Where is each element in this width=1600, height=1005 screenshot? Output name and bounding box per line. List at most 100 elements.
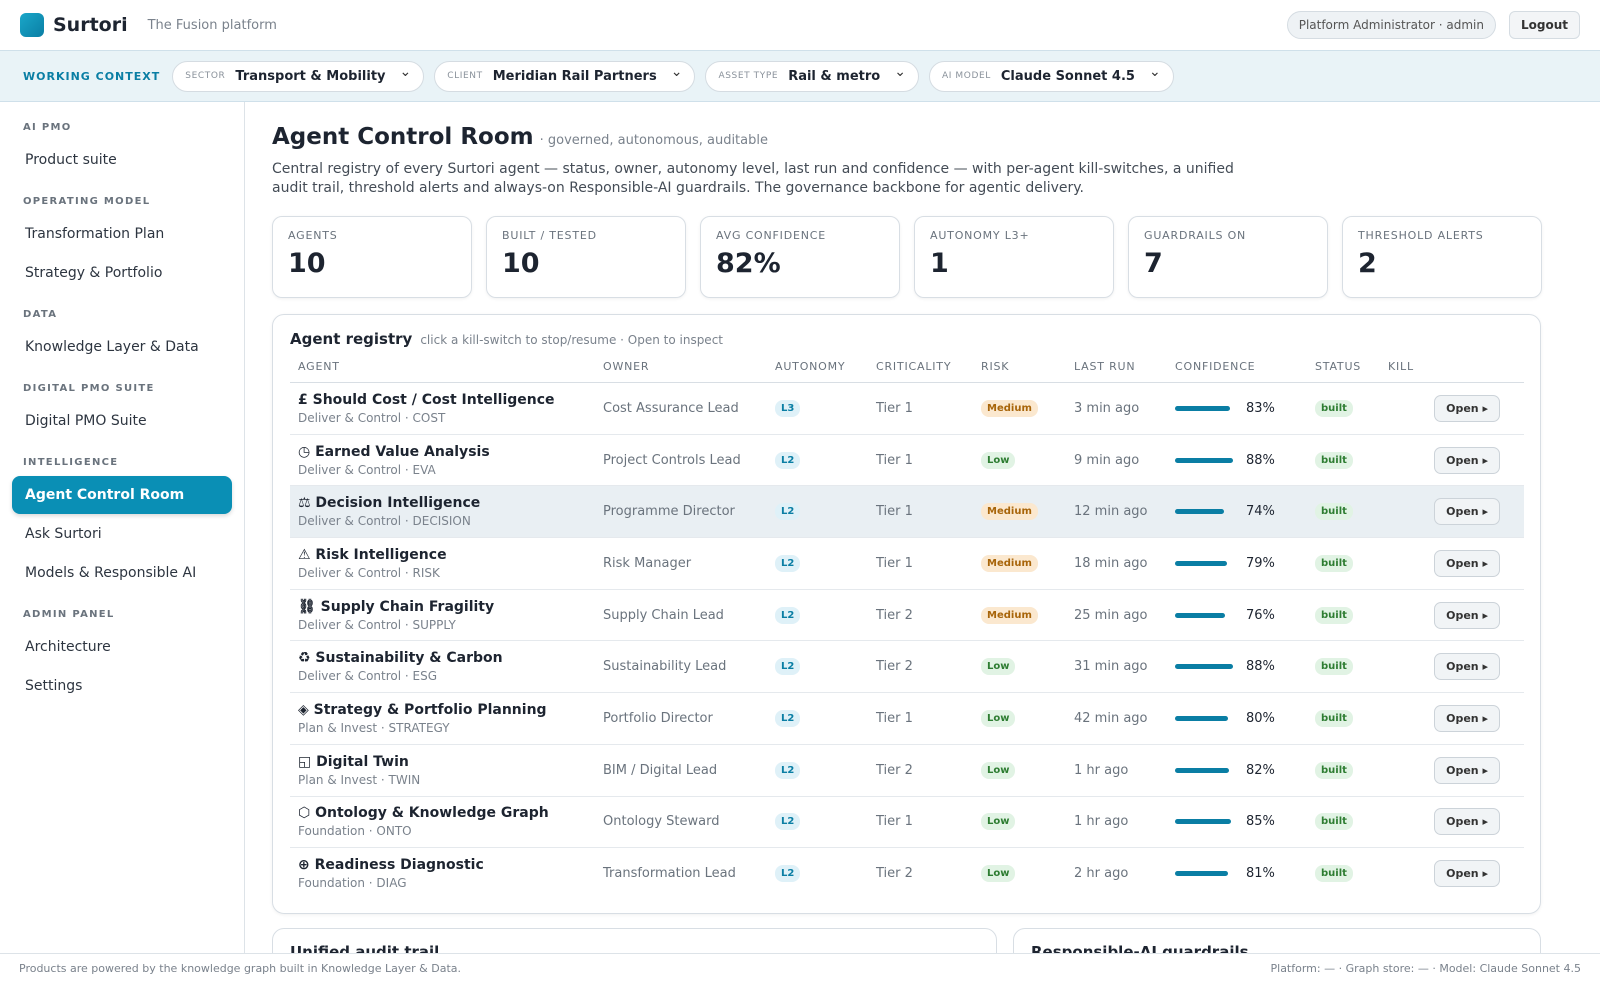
owner: BIM / Digital Lead xyxy=(595,744,767,797)
status-badge: built xyxy=(1315,606,1353,624)
nav-item[interactable]: Architecture xyxy=(25,639,111,655)
nav-item[interactable]: Ask Surtori xyxy=(25,526,102,542)
nav-item[interactable]: Digital PMO Suite xyxy=(25,413,147,429)
criticality: Tier 1 xyxy=(868,537,973,590)
page-description: Central registry of every Surtori agent … xyxy=(272,161,1234,196)
nav-item[interactable]: Settings xyxy=(25,678,83,694)
nav-item[interactable]: Strategy & Portfolio xyxy=(25,265,163,281)
autonomy-badge: L2 xyxy=(775,761,801,779)
confidence: 88% xyxy=(1175,659,1299,674)
status-cell: built xyxy=(1307,485,1380,539)
autonomy-cell: L2 xyxy=(767,485,868,539)
agent-group: Deliver & Control · COST xyxy=(298,410,446,425)
confidence-track xyxy=(1175,457,1246,463)
agent-name: ⚠ Risk Intelligence xyxy=(298,546,447,563)
lower-cards: Unified audit trail Responsible-AI guardr… xyxy=(272,928,1573,953)
agent-cell: ◱ Digital Twin Plan & Invest · TWIN xyxy=(290,744,595,797)
last-run: 42 min ago xyxy=(1066,692,1167,745)
risk-cell: Medium xyxy=(973,537,1066,590)
agent-group: Deliver & Control · RISK xyxy=(298,565,440,580)
card-hint: click a kill-switch to stop/resume · Ope… xyxy=(420,333,723,347)
status-cell: built xyxy=(1307,537,1380,590)
agent-cell: ♻ Sustainability & Carbon Deliver & Contr… xyxy=(290,640,595,694)
open-button[interactable]: Open ▸ xyxy=(1434,549,1500,577)
kpi-card: BUILT / TESTED 10 xyxy=(486,216,686,298)
agent-name: ⬡ Ontology & Knowledge Graph xyxy=(298,805,549,822)
last-run: 25 min ago xyxy=(1066,589,1167,642)
header-row: AGENT OWNER AUTONOMY CRITICALITY RISK LAST RU… xyxy=(290,360,1524,383)
nav-item[interactable]: Knowledge Layer & Data xyxy=(25,339,199,355)
risk-badge: Medium xyxy=(981,606,1038,624)
risk-badge: Low xyxy=(981,709,1016,727)
last-run: 18 min ago xyxy=(1066,537,1167,590)
criticality: Tier 1 xyxy=(868,434,973,487)
kpi-label: AVG CONFIDENCE xyxy=(716,229,826,242)
confidence: 81% xyxy=(1175,866,1299,881)
confidence-track xyxy=(1175,819,1246,825)
open-button[interactable]: Open ▸ xyxy=(1434,498,1500,526)
risk-badge: Low xyxy=(981,865,1016,883)
selector-value: Meridian Rail Partners xyxy=(492,68,657,84)
registry-table: AGENT OWNER AUTONOMY CRITICALITY RISK LAST RU… xyxy=(290,360,1524,899)
nav-item[interactable]: Agent Control Room xyxy=(12,476,232,514)
context-selector[interactable]: CLIENT Meridian Rail Partners ⌄ xyxy=(434,60,696,92)
risk-cell: Medium xyxy=(973,382,1066,435)
open-button[interactable]: Open ▸ xyxy=(1434,808,1500,836)
confidence-bar xyxy=(1175,819,1232,825)
autonomy-badge: L3 xyxy=(775,399,801,417)
agent-cell: ⚠ Risk Intelligence Deliver & Control · R… xyxy=(290,537,595,590)
section-gap xyxy=(12,293,232,303)
agent-cell: ⬡ Ontology & Knowledge Graph Foundation ·… xyxy=(290,796,595,849)
status-badge: built xyxy=(1315,813,1353,831)
open-button[interactable]: Open ▸ xyxy=(1434,860,1500,888)
status-cell: built xyxy=(1307,434,1380,487)
owner: Cost Assurance Lead xyxy=(595,382,767,435)
user-chip[interactable]: Platform Administrator · admin xyxy=(1286,11,1496,39)
open-button[interactable]: Open ▸ xyxy=(1434,653,1500,681)
context-selector[interactable]: ASSET TYPE Rail & metro ⌄ xyxy=(705,60,919,92)
agent-row: ◷ Earned Value Analysis Deliver & Control… xyxy=(290,434,1524,487)
registry-card: Agent registry click a kill-switch to sto… xyxy=(272,314,1541,915)
chevron: ⌄ xyxy=(894,64,906,80)
agent-group: Plan & Invest · TWIN xyxy=(298,772,421,787)
nav-item[interactable]: Models & Responsible AI xyxy=(25,565,197,581)
last-run: 1 hr ago xyxy=(1066,796,1167,849)
context-selector[interactable]: SECTOR Transport & Mobility ⌄ xyxy=(172,60,425,92)
open-button[interactable]: Open ▸ xyxy=(1434,704,1500,732)
kpi-value: 10 xyxy=(502,248,540,279)
page-title: Agent Control Room xyxy=(272,124,534,150)
criticality: Tier 2 xyxy=(868,744,973,797)
owner: Ontology Steward xyxy=(595,796,767,849)
confidence-cell: 74% xyxy=(1167,485,1307,539)
risk-cell: Low xyxy=(973,640,1066,694)
column-header: RISK xyxy=(973,360,1066,383)
open-button[interactable]: Open ▸ xyxy=(1434,394,1500,422)
agent-cell: ⚖ Decision Intelligence Deliver & Control… xyxy=(290,485,595,539)
open-button[interactable]: Open ▸ xyxy=(1434,446,1500,474)
last-run: 1 hr ago xyxy=(1066,744,1167,797)
risk-badge: Low xyxy=(981,813,1016,831)
sidebar: AI PMO Product suite OPERATING MODEL Transf… xyxy=(0,102,245,953)
confidence-track xyxy=(1175,612,1246,618)
section-gap xyxy=(12,180,232,190)
confidence-cell: 83% xyxy=(1167,382,1307,435)
kill-cell: Open ▸ xyxy=(1380,744,1524,797)
confidence-bar xyxy=(1175,509,1224,515)
nav-item[interactable]: Transformation Plan xyxy=(25,226,165,242)
nav-item[interactable]: Product suite xyxy=(25,152,117,168)
risk-cell: Low xyxy=(973,744,1066,797)
agent-name: ◷ Earned Value Analysis xyxy=(298,443,490,460)
agent-row: ◱ Digital Twin Plan & Invest · TWIN BIM / … xyxy=(290,744,1524,797)
status-badge: built xyxy=(1315,761,1353,779)
column-header: AUTONOMY xyxy=(767,360,868,383)
context-selector[interactable]: AI MODEL Claude Sonnet 4.5 ⌄ xyxy=(928,60,1174,92)
kpi-label: GUARDRAILS ON xyxy=(1144,229,1247,242)
selector-label: ASSET TYPE xyxy=(718,71,779,81)
confidence-value: 76% xyxy=(1246,607,1275,623)
open-button[interactable]: Open ▸ xyxy=(1434,756,1500,784)
open-button[interactable]: Open ▸ xyxy=(1434,601,1500,629)
confidence-track xyxy=(1175,560,1246,566)
footer-left: Products are powered by the knowledge gr… xyxy=(19,962,462,975)
logout-button[interactable]: Logout xyxy=(1508,11,1580,39)
footer-right: Platform: — · Graph store: — · Model: Cl… xyxy=(1270,962,1582,975)
